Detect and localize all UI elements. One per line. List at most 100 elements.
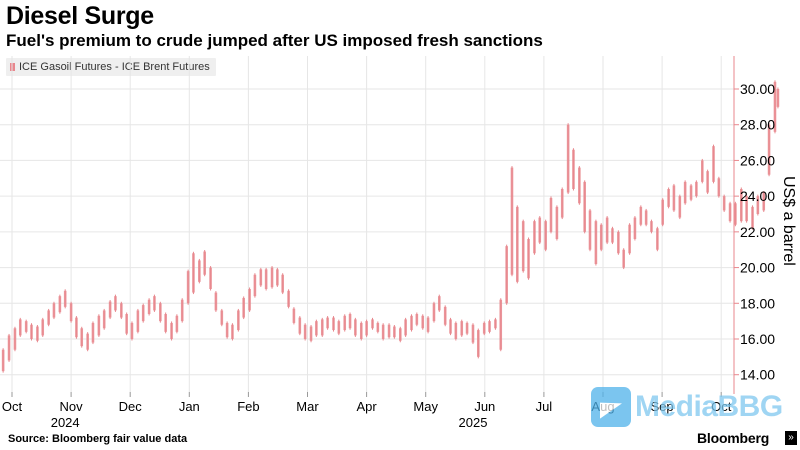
candle-body [460, 321, 464, 336]
candle-body [505, 246, 508, 304]
candle-body [209, 267, 212, 289]
candle [180, 298, 184, 323]
candle-body [454, 322, 458, 339]
candle [583, 180, 586, 234]
candle-body [683, 181, 687, 204]
candle [214, 291, 218, 312]
candle-body [650, 221, 653, 232]
candle-body [706, 171, 709, 193]
candle [337, 319, 341, 336]
candle [527, 237, 530, 280]
candle-body [108, 301, 112, 318]
candle [371, 317, 374, 330]
candle-body [153, 296, 156, 311]
candle [728, 201, 732, 223]
candle-body [678, 196, 682, 218]
candle [209, 266, 212, 291]
candle-body [443, 306, 447, 325]
candle-body [13, 328, 17, 350]
candle-body [343, 315, 347, 331]
y-tick-label: 20.00 [740, 260, 775, 276]
candle-body [86, 333, 89, 350]
candle [722, 194, 726, 212]
y-axis: 14.00 16.00 18.00 20.00 22.00 24.00 26.00 28.00… [733, 56, 797, 394]
candle [460, 319, 464, 337]
candle [776, 87, 780, 109]
candle [426, 316, 430, 334]
candle [549, 196, 553, 234]
candle-body [644, 210, 648, 225]
candle-body [521, 221, 525, 272]
candle-body [465, 322, 469, 334]
candle [672, 183, 676, 212]
x-tick-label: Feb [237, 399, 259, 414]
candle-body [404, 319, 407, 336]
y-tick-label: 30.00 [740, 81, 775, 97]
candle [159, 301, 162, 323]
candle-body [292, 308, 296, 323]
candle [298, 316, 302, 336]
candle-body [264, 269, 268, 289]
candle [521, 219, 525, 273]
candle [605, 216, 609, 245]
candle [24, 319, 28, 334]
candle-body [214, 292, 218, 311]
candle [309, 325, 313, 343]
x-tick-label: Nov [60, 399, 84, 414]
candle [678, 194, 682, 220]
candle-body [63, 290, 67, 307]
candle [237, 308, 240, 332]
candle [398, 326, 402, 343]
candle-body [125, 314, 128, 334]
candle-body [594, 221, 598, 264]
candle [739, 187, 743, 223]
candle-body [164, 314, 167, 332]
candle [683, 180, 687, 205]
candle [622, 248, 625, 270]
candle-body [482, 322, 486, 334]
candle [86, 332, 89, 352]
candle-body [248, 289, 251, 311]
watermark-text: MediaBBG [635, 390, 783, 423]
candle [97, 314, 101, 337]
candle [650, 219, 653, 234]
x-tick-label: Sep [651, 399, 674, 414]
candle-body [494, 319, 497, 329]
candle-body [52, 303, 56, 318]
candles [1, 80, 780, 373]
candle [689, 183, 693, 202]
candle [270, 266, 274, 289]
candle [120, 301, 123, 320]
candle [231, 323, 234, 341]
candle [599, 223, 603, 252]
legend[interactable]: ICE Gasoil Futures - ICE Brent Futures [6, 58, 216, 76]
candle [482, 321, 486, 336]
candle-body [41, 319, 45, 336]
candle [387, 323, 391, 339]
candle [712, 144, 715, 184]
candle-body [136, 310, 140, 332]
candle-body [415, 314, 419, 325]
candle-body [767, 124, 771, 175]
candle [706, 169, 709, 195]
candle [170, 321, 173, 341]
candle-body [617, 231, 620, 254]
candle [443, 305, 447, 327]
candle-body [130, 322, 134, 339]
candle-body [449, 319, 452, 334]
candle [292, 307, 296, 325]
y-tick-label: 22.00 [740, 224, 775, 240]
telegram-icon [591, 387, 631, 427]
candle-body [359, 322, 363, 339]
candle-body [180, 299, 184, 322]
candle-body [611, 228, 614, 243]
candle-body [700, 160, 704, 182]
candle [499, 298, 503, 352]
legend-label: ICE Gasoil Futures - ICE Brent Futures [19, 61, 210, 73]
candle [69, 301, 73, 323]
candle [661, 198, 664, 227]
candle [560, 187, 564, 220]
watermark: MediaBBG [591, 387, 783, 427]
candle [566, 123, 570, 195]
candle-body [225, 322, 229, 338]
